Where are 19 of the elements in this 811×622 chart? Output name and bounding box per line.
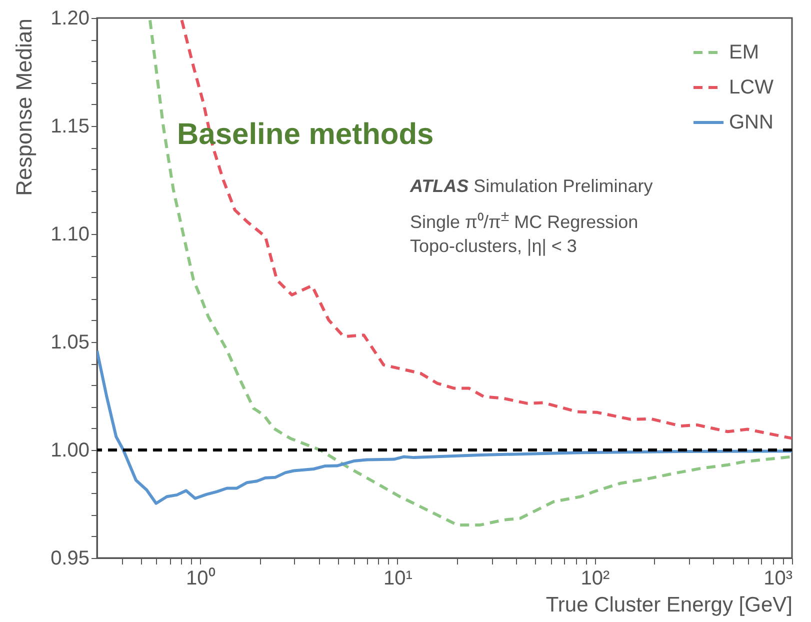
- x-tick-label: 10³: [764, 568, 793, 590]
- annotation: Baseline methods: [177, 118, 434, 152]
- legend-label: GNN: [729, 112, 774, 134]
- x-tick-label: 10¹: [383, 568, 413, 590]
- legend-label: EM: [729, 42, 759, 64]
- x-axis-title: True Cluster Energy [GeV]: [546, 594, 792, 616]
- annotation: Topo-clusters, |η| < 3: [410, 236, 577, 257]
- x-tick-label: 10⁰: [186, 566, 216, 590]
- y-tick-label: 1.05: [50, 332, 90, 354]
- y-tick-label: 1.00: [50, 440, 90, 462]
- y-tick-label: 1.20: [50, 8, 90, 30]
- y-tick-label: 1.10: [50, 224, 90, 246]
- annotation: Single π⁰/π$^{±}$ MC Regression: [410, 208, 638, 233]
- legend-label: LCW: [729, 76, 774, 98]
- y-axis-title: Response Median: [12, 18, 37, 196]
- y-tick-label: 1.15: [50, 116, 90, 138]
- y-tick-label: 0.95: [50, 548, 90, 570]
- annotation: ATLAS Simulation Preliminary: [410, 176, 653, 196]
- x-tick-label: 10²: [580, 568, 610, 590]
